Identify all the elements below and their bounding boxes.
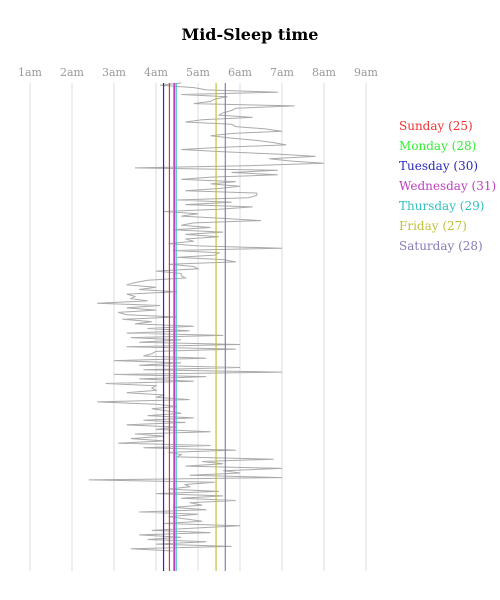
x-tick-label-7am: 7am [270,66,295,79]
legend-entry-wednesday: Wednesday (31) [399,179,496,193]
x-tick-label-9am: 9am [354,66,379,79]
legend-entry-saturday: Saturday (28) [399,239,483,253]
x-tick-label-6am: 6am [228,66,253,79]
chart-title: Mid-Sleep time [182,25,319,44]
x-tick-label-4am: 4am [144,66,169,79]
x-tick-label-5am: 5am [186,66,211,79]
legend: Sunday (25) Monday (28) Tuesday (30) Wednes… [399,119,496,253]
legend-entry-monday: Monday (28) [399,139,476,153]
x-tick-label-8am: 8am [312,66,337,79]
nightly-mid-sleep-trace [88,82,325,552]
x-tick-label-1am: 1am [18,66,43,79]
legend-entry-thursday: Thursday (29) [399,199,484,213]
x-tick-label-3am: 3am [102,66,127,79]
trace-layer [88,82,325,552]
legend-entry-tuesday: Tuesday (30) [399,159,478,173]
x-tick-label-2am: 2am [60,66,85,79]
x-axis-ticks: 1am 2am 3am 4am 5am 6am 7am 8am 9am [18,66,379,79]
legend-entry-friday: Friday (27) [399,219,467,233]
legend-entry-sunday: Sunday (25) [399,119,473,133]
series-lines [162,83,226,571]
